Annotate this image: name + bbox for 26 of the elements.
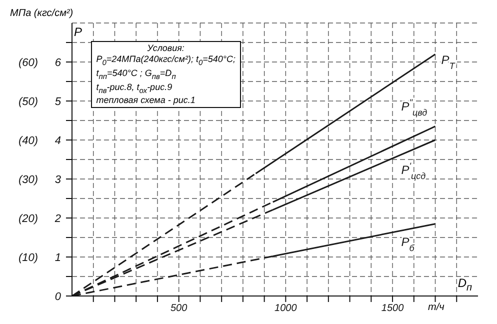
x-tick-label: 500: [170, 303, 188, 314]
y2-tick-label: (20): [18, 212, 38, 225]
y2-tick-label: (10): [18, 252, 38, 264]
y2-tick-label: (40): [18, 134, 38, 147]
x-tick-label: 1000: [274, 303, 298, 314]
y-tick-label: 6: [54, 57, 62, 69]
y2-tick-label: (60): [18, 56, 38, 69]
x-tick-label: 1500: [381, 303, 404, 314]
x-axis-title: D$_{п}$: [458, 276, 472, 294]
y-tick-label: 1: [54, 252, 61, 264]
y-tick-label: 0: [54, 291, 62, 303]
y2-tick-label: (50): [18, 96, 38, 108]
series-label: P$_{б}$: [401, 234, 416, 253]
y-tick-label: 2: [54, 213, 61, 225]
annotation: P$_{0}$=24МПа(240кгс/см²); t$_{0}$=540°C;: [96, 54, 236, 68]
y-tick-label: 4: [54, 135, 61, 147]
annotation: t$_{пп}$=540°C ; G$_{пв}$=D$_{п}$: [96, 68, 177, 82]
y-tick-label: 5: [54, 96, 62, 108]
annotation: Условия:: [146, 43, 186, 54]
annotation: t$_{пв}$-рис.8, t$_{ох}$-рис.9: [96, 82, 174, 96]
text: т/ч: [428, 302, 444, 313]
y2-tick-label: (30): [18, 174, 38, 186]
annotation: тепловая схема - рис.1: [96, 95, 196, 106]
text: МПа (кгс/см²): [10, 8, 74, 19]
y-tick-label: 3: [54, 174, 62, 186]
y-axis-title: P: [74, 25, 82, 39]
